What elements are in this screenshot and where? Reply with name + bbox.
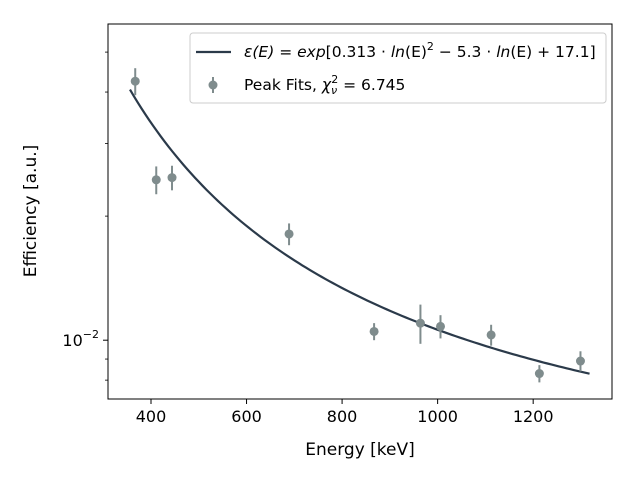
x-ticks: 400 600 800 1000 1200 (136, 399, 554, 426)
data-point (534, 365, 544, 383)
data-point (435, 315, 445, 339)
legend-box (189, 32, 607, 104)
data-point (284, 223, 294, 246)
x-tick-label: 800 (327, 407, 358, 426)
legend-fit-label: ε(E) = exp[0.313 · ln(E)2 − 5.3 · ln(E) … (244, 40, 596, 61)
point-marker (575, 356, 585, 366)
legend-points-label: Peak Fits, χν2 = 6.745 (244, 73, 405, 97)
point-marker (486, 330, 496, 340)
data-point (369, 323, 379, 341)
y-ticks: 10−2 (62, 51, 108, 381)
data-point (167, 165, 177, 191)
legend-points-swatch (208, 77, 218, 93)
x-tick-label: 600 (231, 407, 262, 426)
y-axis-label: Efficiency [a.u.] (21, 145, 41, 278)
x-tick-label: 400 (136, 407, 167, 426)
point-marker (435, 321, 445, 331)
plot-frame (107, 23, 613, 400)
data-point (130, 68, 140, 96)
data-point (151, 166, 161, 195)
legend: ε(E) = exp[0.313 · ln(E)2 − 5.3 · ln(E) … (189, 32, 607, 104)
point-marker (369, 326, 379, 336)
fit-curve (129, 89, 590, 375)
point-marker (534, 369, 544, 379)
x-axis-label: Energy [keV] (305, 440, 415, 460)
y-tick-label: 10−2 (62, 328, 99, 350)
point-marker (151, 175, 161, 185)
point-marker (167, 173, 177, 183)
fit-layer (129, 89, 590, 375)
points-layer (130, 68, 585, 383)
point-marker (284, 229, 294, 239)
data-point (415, 304, 425, 344)
x-tick-label: 1000 (417, 407, 458, 426)
data-point (575, 351, 585, 372)
point-marker (415, 318, 425, 328)
data-point (486, 324, 496, 346)
x-tick-label: 1200 (513, 407, 554, 426)
point-marker (130, 76, 140, 86)
